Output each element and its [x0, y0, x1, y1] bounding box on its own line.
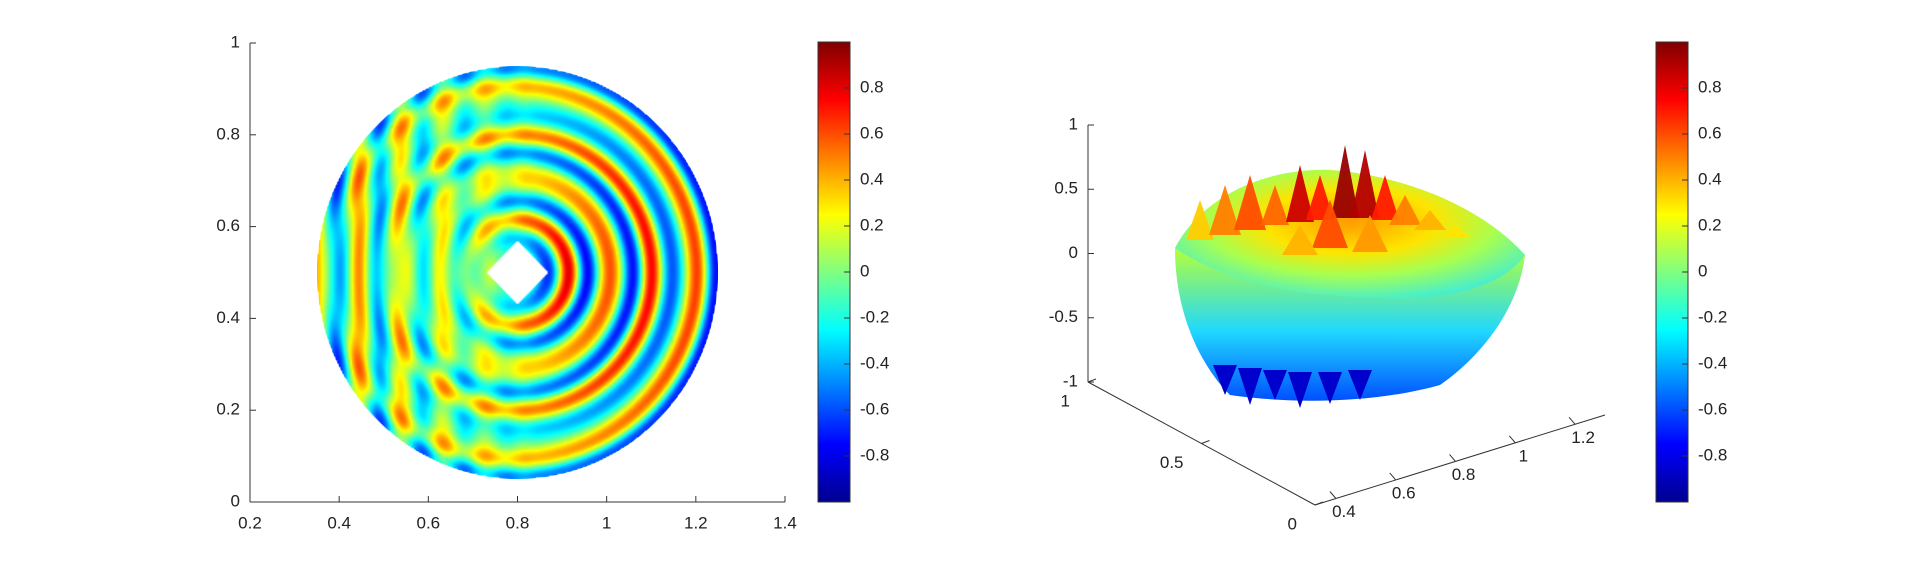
surface-peak: [1186, 200, 1214, 240]
surface-z-tick-label: 1: [1069, 114, 1078, 133]
surface-y-tick-label: 0: [1288, 514, 1297, 533]
heatmap-y-tick-label: 0.2: [216, 400, 240, 419]
surface-y-tick-label: 1: [1061, 391, 1070, 410]
heatmap-x-tick-label: 1.4: [773, 513, 797, 532]
heatmap-y-tick-label: 0: [231, 491, 240, 510]
colorbar-tick-label: -0.8: [1698, 445, 1727, 464]
heatmap-x-tick-label: 1: [602, 513, 611, 532]
surface-z-tick-label: -1: [1063, 371, 1078, 390]
colorbar-tick-label: -0.2: [1698, 307, 1727, 326]
surface-peak: [1352, 215, 1388, 252]
colorbar-tick-label: 0.2: [1698, 215, 1722, 234]
surface-trough: [1318, 372, 1342, 404]
heatmap-x-tick-label: 0.2: [238, 513, 262, 532]
heatmap-x-tick-label: 0.4: [327, 513, 351, 532]
surface-colorbar-ticks: 0.8 0.6 0.4 0.2 0 -0.2 -0.4 -0.6 -0.8: [1682, 77, 1727, 464]
surface-peak: [1282, 225, 1318, 255]
colorbar-tick-label: 0.6: [860, 123, 884, 142]
surface-z-ticks: 1 0.5 0 -0.5 -1: [1049, 114, 1094, 390]
surface-peak: [1261, 185, 1289, 225]
colorbar-tick-label: -0.6: [1698, 399, 1727, 418]
surface-y-ticks: 00.51: [1061, 378, 1324, 533]
heatmap-y-tick-label: 0.4: [216, 308, 240, 327]
heatmap-y-tick-label: 1: [231, 32, 240, 51]
surface-x-tick-label: 0.4: [1332, 502, 1356, 521]
surface-peak: [1312, 200, 1348, 248]
heatmap-field: [316, 65, 719, 480]
surface-x-tick-label: 0.6: [1392, 483, 1416, 502]
colorbar-tick-label: 0.2: [860, 215, 884, 234]
surface-bowl-top: [1175, 169, 1525, 299]
heatmap-x-tick-label: 0.6: [417, 513, 441, 532]
colorbar-tick-label: 0.6: [1698, 123, 1722, 142]
surface-trough: [1238, 368, 1262, 405]
heatmap-panel: 0.2 0.4 0.6 0.8 1 1.2 1.4 00.20.40.60.81 0.80.…: [216, 32, 889, 532]
surface-trough: [1213, 365, 1237, 395]
heatmap-y-ticks: 0 0.2 0.4 0.6 0.8 1: [216, 32, 256, 510]
colorbar-tick-label: -0.2: [860, 307, 889, 326]
heatmap-colorbar: 0.8 0.6 0.4 0.2 0 -0.2 -0.4 -0.6 -0.8: [817, 41, 889, 503]
surface-peaks: [1186, 145, 1471, 408]
colorbar-tick-label: 0.4: [860, 169, 884, 188]
heatmap-x-tick-label: 1.2: [684, 513, 708, 532]
colorbar-tick-label: -0.6: [860, 399, 889, 418]
colorbar-tick-label: 0.4: [1698, 169, 1722, 188]
surface-peak: [1371, 175, 1399, 220]
surface-x-ticks: 0.4 0.6 0.8 1 1.2: [1329, 416, 1595, 521]
surface-z-tick-label: 0.5: [1054, 179, 1078, 198]
surface-x-tick-label: 1: [1519, 446, 1528, 465]
heatmap-colorbar-ticks: 0.8 0.6 0.4 0.2 0 -0.2 -0.4 -0.6 -0.8: [844, 77, 889, 464]
surface-peak: [1439, 225, 1471, 238]
surface-peak: [1286, 165, 1314, 222]
surface-peak: [1234, 175, 1266, 230]
surface-z-tick-label: 0: [1069, 243, 1078, 262]
surface-peak: [1331, 145, 1359, 218]
surface-peak: [1351, 150, 1379, 218]
colorbar-tick-label: 0.8: [1698, 77, 1722, 96]
colorbar-tick-label: 0: [860, 261, 869, 280]
heatmap-y-tick-label: 0.8: [216, 124, 240, 143]
surface-peak: [1389, 195, 1421, 225]
surface-mesh: [1175, 145, 1525, 408]
surface-peak: [1414, 210, 1446, 230]
surface-peak: [1209, 185, 1241, 235]
colorbar-tick-label: 0: [1698, 261, 1707, 280]
surface-colorbar: 0.8 0.6 0.4 0.2 0 -0.2 -0.4 -0.6 -0.8: [1655, 41, 1727, 503]
surface-trough: [1288, 372, 1312, 408]
surface-x-tick-label: 0.8: [1452, 465, 1476, 484]
surface-trough: [1263, 370, 1287, 400]
surface-panel: 10.50-0.5-1 00.51 0.40.60.811.2 0.80.60.…: [1049, 41, 1727, 533]
surface-trough: [1348, 370, 1372, 400]
colorbar-tick-label: -0.4: [860, 353, 889, 372]
colorbar-tick-label: 0.8: [860, 77, 884, 96]
surface-x-tick-label: 1.2: [1571, 428, 1595, 447]
heatmap-x-tick-label: 0.8: [506, 513, 530, 532]
surface-y-tick-label: 0.5: [1160, 453, 1184, 472]
heatmap-y-tick-label: 0.6: [216, 216, 240, 235]
surface-z-tick-label: -0.5: [1049, 307, 1078, 326]
heatmap-image: [316, 65, 719, 480]
colorbar-tick-label: -0.8: [860, 445, 889, 464]
heatmap-x-ticks: 0.2 0.4 0.6 0.8 1 1.2 1.4: [238, 496, 797, 532]
colorbar-tick-label: -0.4: [1698, 353, 1727, 372]
